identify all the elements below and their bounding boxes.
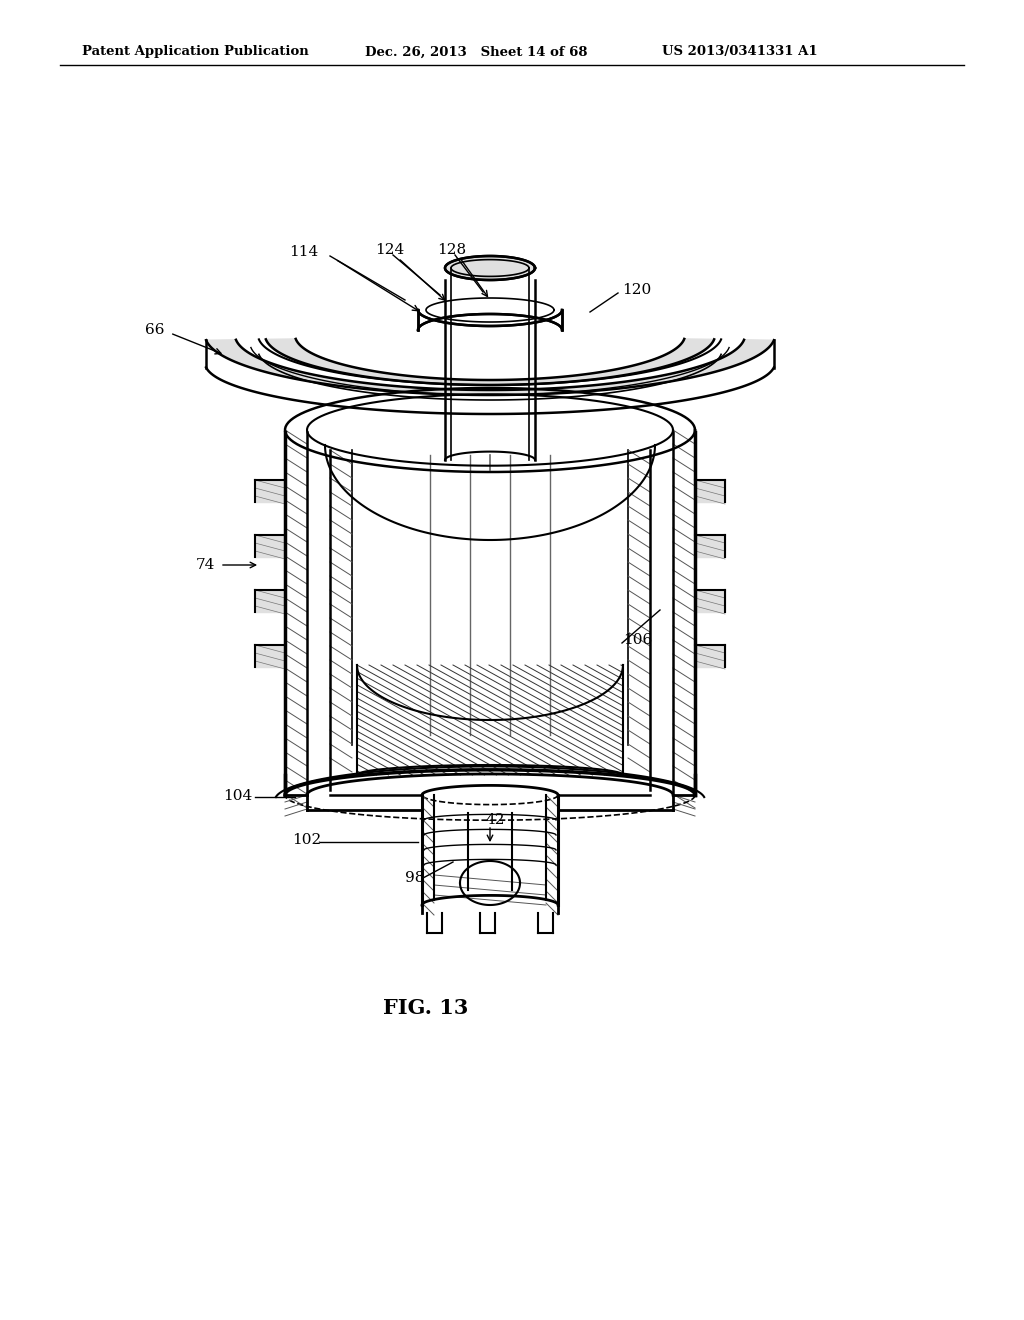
Polygon shape — [255, 480, 285, 502]
Text: US 2013/0341331 A1: US 2013/0341331 A1 — [662, 45, 817, 58]
Polygon shape — [352, 455, 628, 660]
Polygon shape — [695, 645, 725, 667]
Text: 106: 106 — [623, 634, 652, 647]
Polygon shape — [418, 294, 562, 346]
Polygon shape — [236, 339, 744, 389]
Text: 128: 128 — [437, 243, 467, 257]
Text: 66: 66 — [145, 323, 165, 337]
Polygon shape — [255, 535, 285, 557]
Polygon shape — [255, 590, 285, 612]
Text: 42: 42 — [485, 813, 505, 828]
Text: FIG. 13: FIG. 13 — [383, 998, 468, 1018]
Polygon shape — [266, 339, 714, 385]
Polygon shape — [695, 535, 725, 557]
Text: Patent Application Publication: Patent Application Publication — [82, 45, 309, 58]
Polygon shape — [445, 256, 535, 280]
Text: 104: 104 — [223, 789, 252, 803]
Text: 102: 102 — [293, 833, 322, 847]
Polygon shape — [695, 480, 725, 502]
Text: 124: 124 — [376, 243, 404, 257]
Polygon shape — [628, 455, 695, 795]
Text: Dec. 26, 2013   Sheet 14 of 68: Dec. 26, 2013 Sheet 14 of 68 — [365, 45, 588, 58]
Text: 120: 120 — [622, 282, 651, 297]
Polygon shape — [695, 590, 725, 612]
Polygon shape — [255, 645, 285, 667]
Text: 74: 74 — [196, 558, 215, 572]
Polygon shape — [206, 339, 774, 395]
Text: 114: 114 — [289, 246, 318, 259]
Text: 98: 98 — [406, 871, 425, 884]
